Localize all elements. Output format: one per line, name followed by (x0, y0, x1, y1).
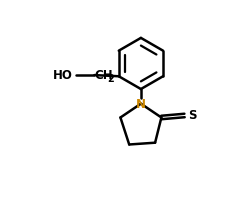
Text: S: S (188, 108, 197, 122)
Text: HO: HO (53, 69, 73, 82)
Text: CH: CH (95, 69, 113, 82)
Text: 2: 2 (107, 74, 114, 84)
Text: N: N (136, 98, 146, 111)
